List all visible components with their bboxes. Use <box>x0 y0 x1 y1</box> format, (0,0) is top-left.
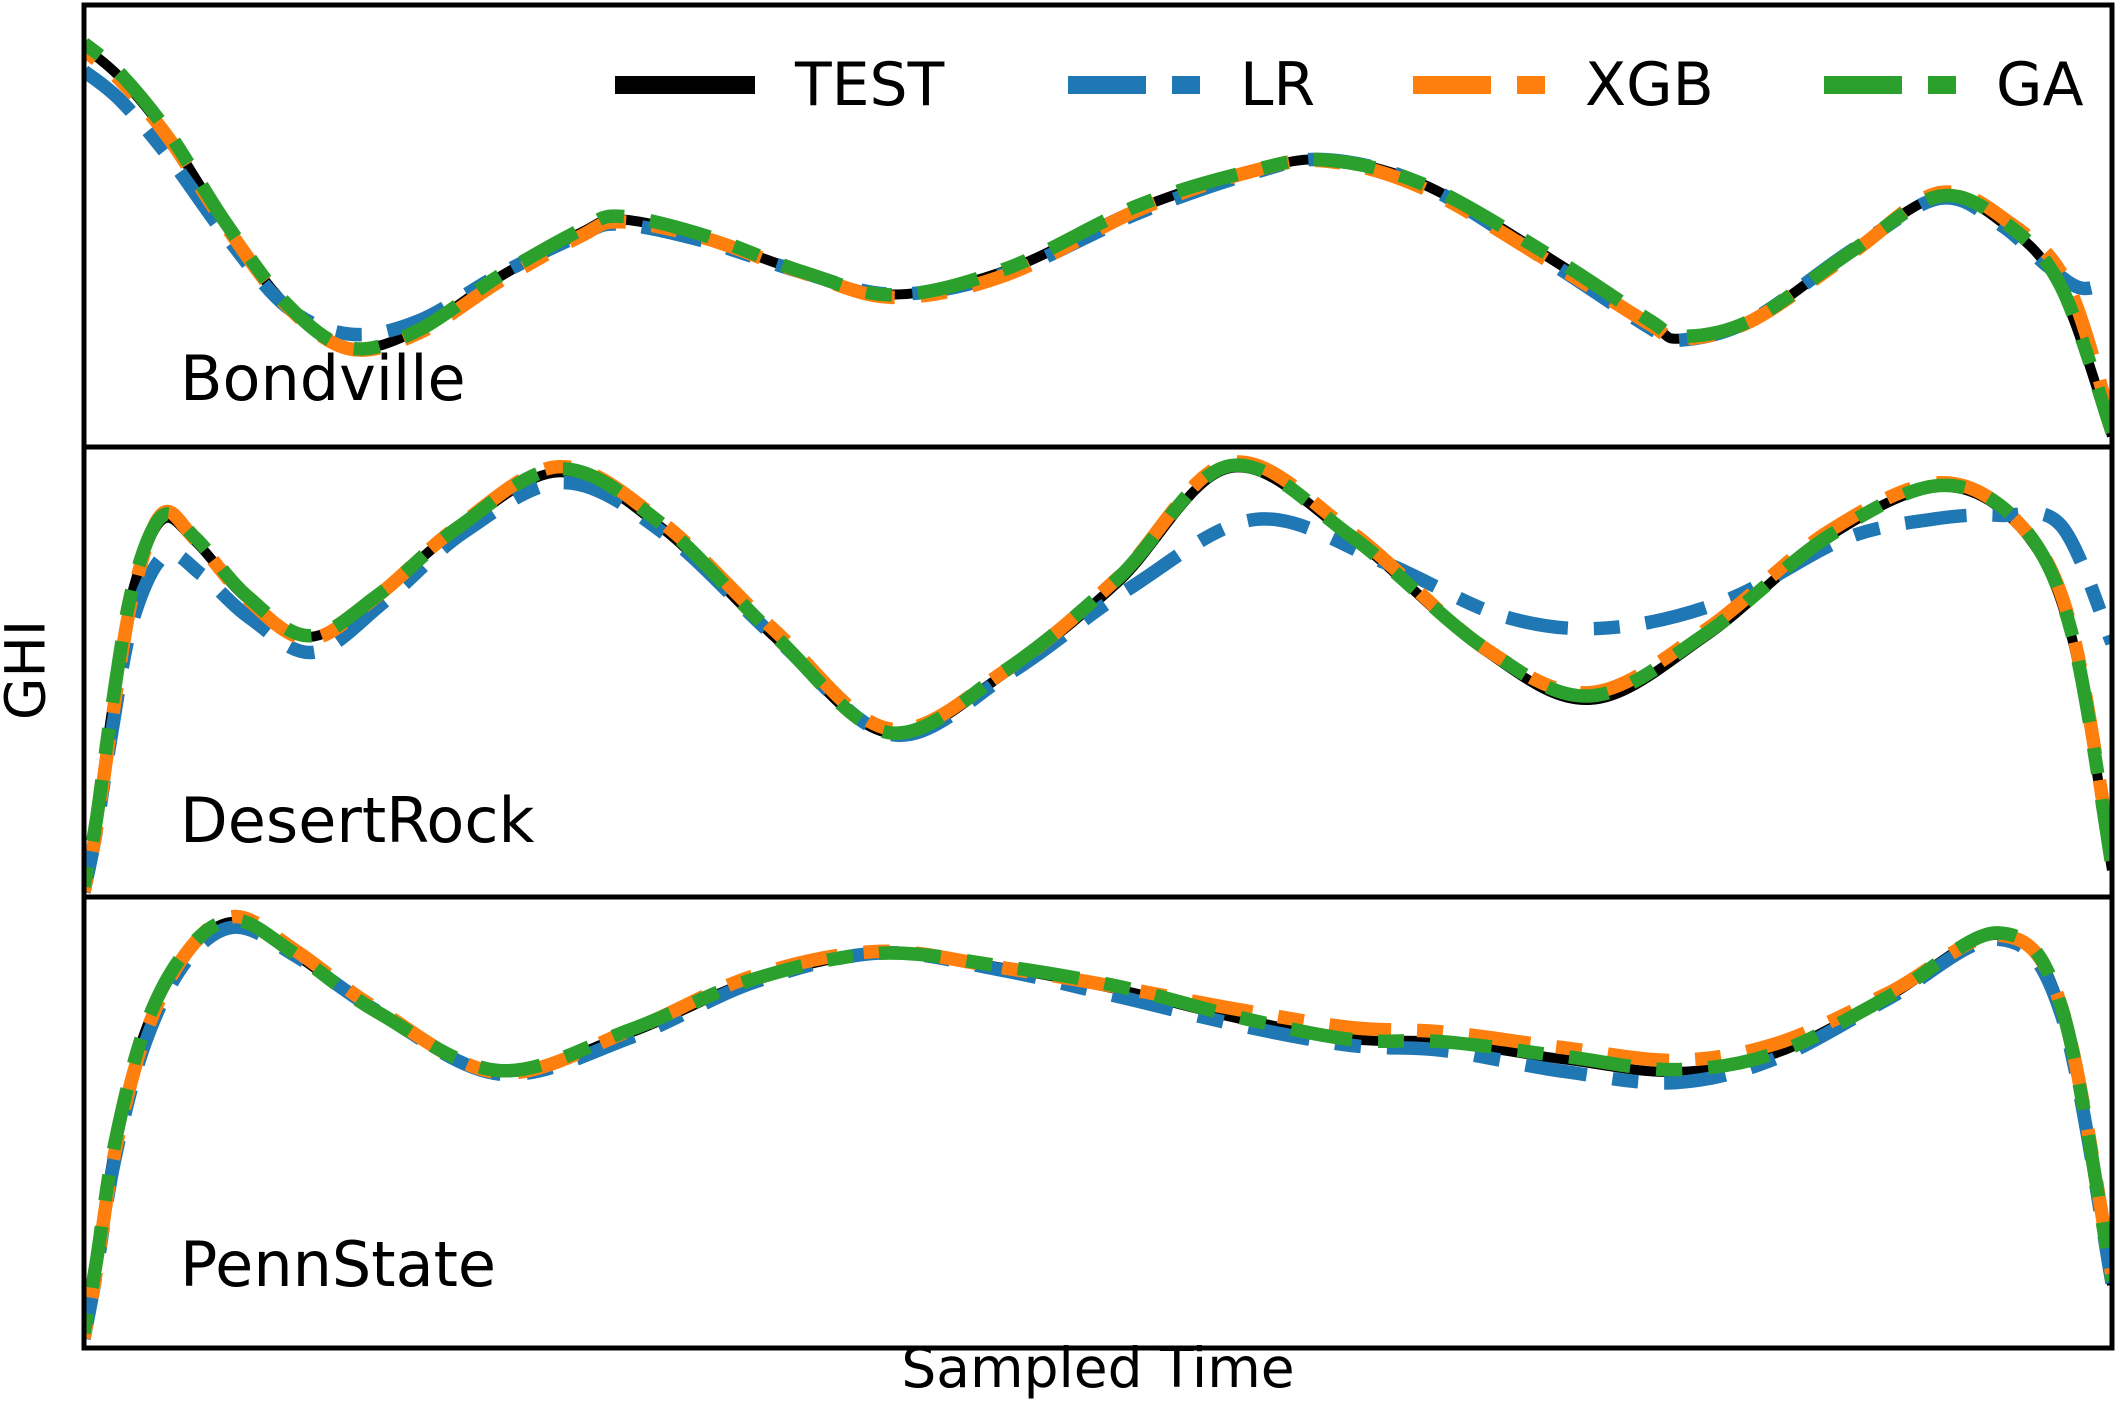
legend-swatch-test-line <box>615 76 755 94</box>
panel-label-pennstate: PennState <box>180 1228 497 1301</box>
panel-borders <box>81 2 2115 1351</box>
panel-label-desertrock: DesertRock <box>180 784 535 857</box>
legend-item-xgb: XGB <box>1413 52 1714 118</box>
bondville-ga-line <box>86 38 2110 435</box>
legend-label-lr: LR <box>1240 50 1316 120</box>
legend-label-xgb: XGB <box>1585 50 1714 120</box>
x-axis-label: Sampled Time <box>901 1336 1295 1400</box>
legend-label-ga: GA <box>1996 50 2084 120</box>
y-axis-label: GHI <box>0 619 58 721</box>
legend-item-lr: LR <box>1068 52 1315 118</box>
legend-item-test: TEST <box>615 52 944 118</box>
legend-label-test: TEST <box>795 50 945 120</box>
legend-swatch-lr-short-dash <box>1172 76 1200 94</box>
legend-swatch-ga-short-dash <box>1928 76 1956 94</box>
panel-border-pennstate <box>81 894 2115 1351</box>
pennstate-ga-line <box>86 913 2110 1335</box>
legend-swatch-ga-long-dash <box>1824 76 1902 94</box>
legend-swatch-xgb-short-dash <box>1517 76 1545 94</box>
desertrock-ga-line <box>86 458 2110 888</box>
legend-swatch-lr-long-dash <box>1068 76 1146 94</box>
legend-item-ga: GA <box>1824 52 2084 118</box>
panel-label-bondville: Bondville <box>180 342 466 415</box>
legend-swatch-xgb-long-dash <box>1413 76 1491 94</box>
curve-layer <box>86 38 2110 1341</box>
